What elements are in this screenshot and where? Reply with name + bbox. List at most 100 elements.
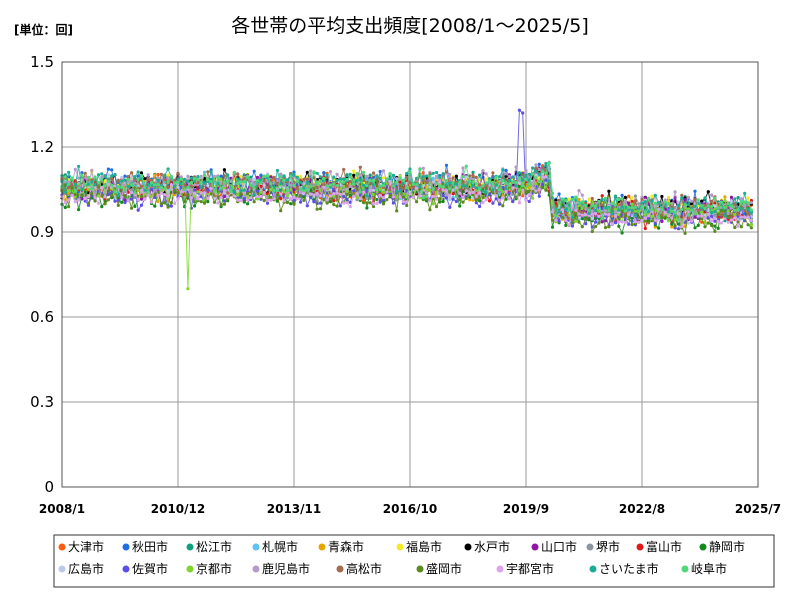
data-point xyxy=(93,199,97,203)
data-point xyxy=(338,192,342,196)
data-point xyxy=(733,202,737,206)
data-point xyxy=(597,221,601,225)
data-point xyxy=(259,173,263,177)
data-point xyxy=(415,200,419,204)
data-point xyxy=(743,191,747,195)
data-point xyxy=(517,184,522,189)
data-point xyxy=(77,186,81,190)
data-point xyxy=(590,196,594,201)
data-point xyxy=(478,204,482,209)
data-point xyxy=(547,179,551,183)
data-point xyxy=(232,170,236,175)
data-point xyxy=(620,197,624,201)
data-point xyxy=(395,190,399,194)
data-point xyxy=(139,171,144,175)
data-point xyxy=(524,177,528,181)
data-point xyxy=(120,200,124,204)
data-point xyxy=(468,179,472,183)
data-point xyxy=(206,178,210,182)
data-point xyxy=(388,172,392,176)
data-point xyxy=(328,188,333,192)
data-point xyxy=(100,175,104,179)
data-point xyxy=(600,203,604,207)
legend-marker xyxy=(464,543,472,551)
legend-label: 札幌市 xyxy=(262,539,298,554)
data-point xyxy=(434,181,439,185)
data-point xyxy=(617,208,621,212)
data-point xyxy=(202,191,207,195)
data-point xyxy=(368,185,372,189)
data-point xyxy=(686,221,691,225)
data-point xyxy=(630,195,634,200)
data-point xyxy=(497,192,502,196)
data-point xyxy=(186,179,190,183)
data-point xyxy=(305,204,309,208)
data-point xyxy=(590,212,594,216)
data-point xyxy=(696,198,700,202)
data-point xyxy=(501,178,505,183)
data-point xyxy=(262,190,266,195)
legend-item: 鹿児島市 xyxy=(252,561,310,576)
data-point xyxy=(600,197,604,201)
legend-item: さいたま市 xyxy=(589,561,659,576)
data-point xyxy=(348,184,352,188)
data-point xyxy=(657,226,661,230)
data-point xyxy=(434,205,439,209)
data-point xyxy=(461,184,465,188)
data-point xyxy=(219,203,223,207)
data-point xyxy=(448,191,452,195)
data-point xyxy=(464,164,468,168)
data-point xyxy=(262,174,266,179)
data-point xyxy=(398,176,402,180)
data-point xyxy=(275,193,279,197)
data-point xyxy=(375,174,379,178)
data-point xyxy=(736,196,740,200)
data-point xyxy=(676,203,681,207)
data-point xyxy=(640,201,644,205)
data-point xyxy=(176,171,180,175)
data-point xyxy=(643,219,647,223)
data-point xyxy=(365,184,369,188)
data-point xyxy=(126,174,130,179)
legend-label: 岐阜市 xyxy=(691,561,727,576)
data-point xyxy=(315,171,319,175)
data-point xyxy=(660,213,664,217)
data-point xyxy=(438,197,442,201)
data-point xyxy=(226,179,230,183)
data-point xyxy=(285,196,289,200)
data-point xyxy=(103,202,107,206)
data-point xyxy=(418,185,422,189)
data-point xyxy=(156,193,160,198)
data-point xyxy=(444,179,449,183)
data-point xyxy=(517,189,522,193)
data-point xyxy=(570,215,575,220)
data-point xyxy=(106,193,110,197)
legend-item: 盛岡市 xyxy=(416,561,462,576)
data-point xyxy=(484,190,488,195)
data-point xyxy=(613,203,618,207)
legend-item: 高松市 xyxy=(336,561,382,576)
data-point xyxy=(454,186,458,190)
data-point xyxy=(325,201,329,205)
data-point xyxy=(743,208,747,212)
data-point xyxy=(378,200,382,204)
data-point xyxy=(683,231,687,235)
data-point xyxy=(338,180,342,184)
data-point xyxy=(531,172,535,176)
legend-item: 松江市 xyxy=(186,539,232,554)
data-point xyxy=(348,205,352,209)
data-point xyxy=(666,219,671,223)
data-point xyxy=(653,225,657,229)
data-point xyxy=(166,176,170,180)
legend-item: 水戸市 xyxy=(464,539,510,554)
data-point xyxy=(305,188,309,192)
legend-label: 静岡市 xyxy=(709,539,745,554)
data-point xyxy=(693,189,697,193)
data-point xyxy=(133,191,137,195)
data-point xyxy=(285,189,289,193)
data-point xyxy=(663,215,667,219)
data-point xyxy=(594,220,598,224)
legend-label: 宇都宮市 xyxy=(506,561,554,576)
data-point xyxy=(690,201,694,206)
data-point xyxy=(110,177,114,181)
